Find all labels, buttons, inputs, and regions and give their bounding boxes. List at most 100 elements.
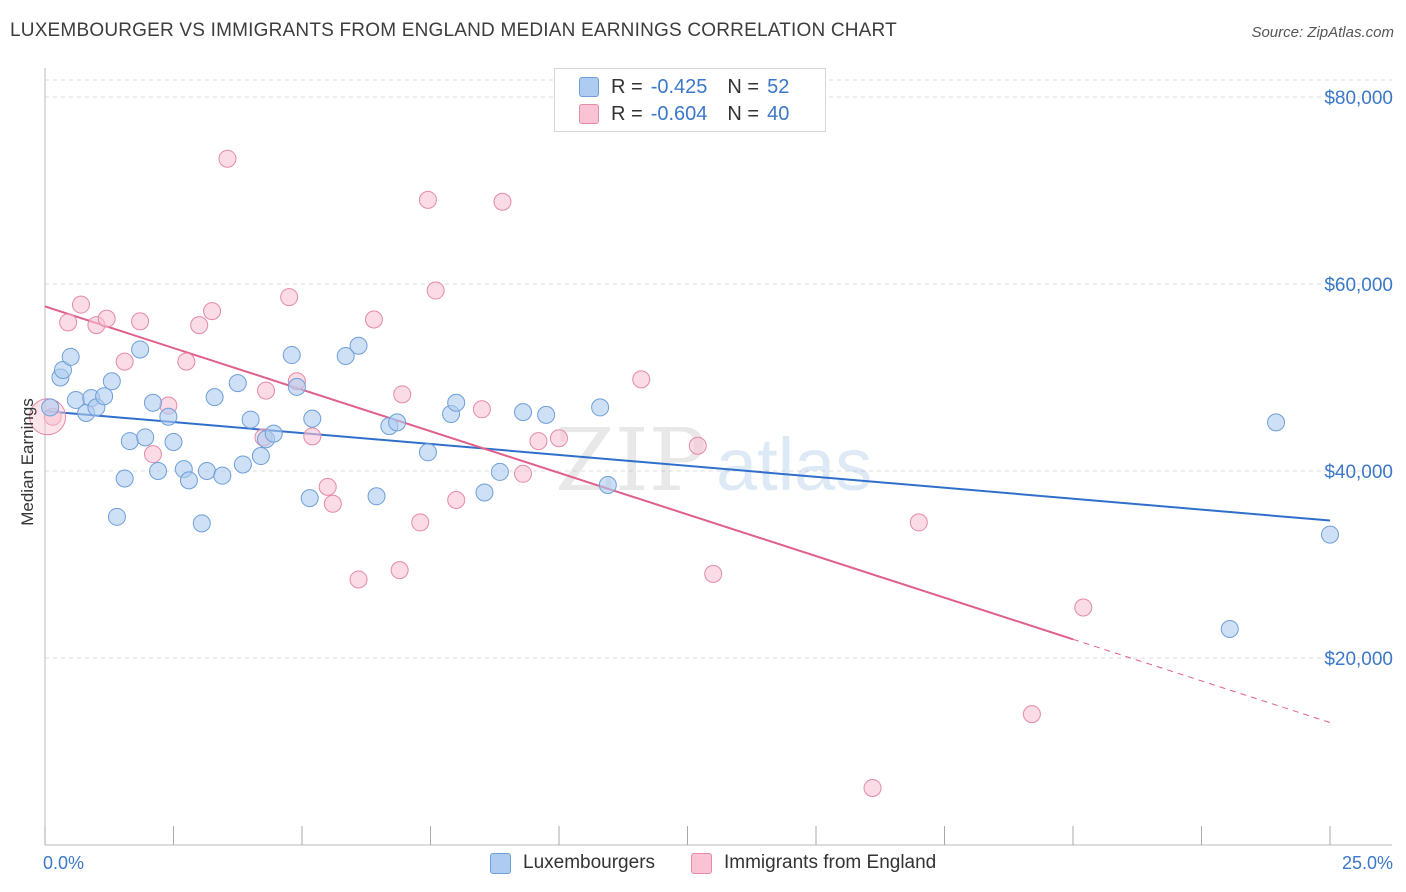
data-point-luxembourgers [233,455,252,474]
y-tick-label: $20,000 [1324,649,1393,670]
watermark-atlas: atlas [716,423,872,506]
data-point-luxembourgers [205,388,224,407]
data-point-england [393,385,412,404]
legend-r-value: -0.425 [650,75,708,98]
data-point-england [280,288,299,307]
data-point-luxembourgers [418,443,437,462]
correlation-legend: R = -0.425 N = 52 R = -0.604 N = 40 [554,68,826,132]
legend-swatch-pink [579,104,599,124]
data-point-england [303,427,322,446]
data-point-england [411,513,430,532]
legend-swatch-blue [579,77,599,97]
data-point-luxembourgers [251,447,270,466]
data-point-luxembourgers [349,336,368,355]
x-tick-label-end: 25.0% [1342,853,1393,873]
data-point-luxembourgers [1321,525,1339,544]
data-point-luxembourgers [264,424,283,443]
data-point-england [704,564,723,583]
data-point-england [71,295,90,314]
data-point-luxembourgers [447,393,466,412]
legend-item-england[interactable]: Immigrants from England [691,852,936,874]
data-point-luxembourgers [192,514,211,533]
data-point-luxembourgers [61,347,80,366]
data-point-luxembourgers [591,398,610,417]
data-point-luxembourgers [282,346,301,365]
legend-n-label: N = [727,102,760,125]
data-point-england [257,381,276,400]
data-point-england [909,513,928,532]
data-point-england [59,313,78,332]
data-point-england [447,490,466,509]
data-point-luxembourgers [300,489,319,508]
data-point-england [349,570,368,589]
data-point-luxembourgers [41,398,60,417]
data-point-england [688,436,707,455]
legend-row-luxembourgers: R = -0.425 N = 52 [579,74,789,100]
data-point-england [863,778,882,797]
data-point-luxembourgers [287,377,306,396]
data-point-england [1022,705,1041,724]
trend-line-england-extension [1072,638,1331,723]
data-point-england [514,464,533,483]
data-point-england [364,310,383,329]
legend-label-england: Immigrants from England [724,852,937,873]
legend-swatch-blue [490,852,511,874]
source-label: Source: ZipAtlas.com [1251,24,1394,41]
x-tick-label-start: 0.0% [43,853,84,873]
data-point-luxembourgers [149,462,168,480]
data-point-england [115,352,134,371]
axis-labels: $20,000 $40,000 $60,000 $80,000 0.0% 25.0% Med… [18,88,1393,873]
data-point-luxembourgers [120,432,139,451]
data-point-england [418,190,437,209]
data-point-luxembourgers [95,387,114,406]
data-point-england [632,370,651,389]
data-point-luxembourgers [367,487,386,506]
y-tick-label: $80,000 [1324,88,1393,109]
legend-item-luxembourgers[interactable]: Luxembourgers [490,852,655,874]
data-point-luxembourgers [303,409,322,428]
data-point-luxembourgers [1220,620,1239,639]
data-point-luxembourgers [143,393,162,412]
data-point-luxembourgers [197,462,216,480]
legend-n-label: N = [727,75,760,98]
legend-r-label: R = [611,102,643,125]
data-point-luxembourgers [102,372,121,391]
series-luxembourgers [41,336,1339,639]
trend-line-luxembourgers [44,410,1331,522]
data-point-luxembourgers [1267,413,1286,432]
data-point-luxembourgers [490,462,509,481]
data-point-england [143,445,162,464]
watermark: ZIP atlas [555,411,872,511]
data-point-luxembourgers [388,413,407,432]
data-point-luxembourgers [537,405,556,424]
data-point-england [529,432,548,451]
y-tick-label: $40,000 [1324,462,1393,483]
data-point-luxembourgers [336,346,355,365]
data-point-england [131,312,150,331]
legend-label-luxembourgers: Luxembourgers [523,852,656,873]
data-point-luxembourgers [598,476,617,495]
trend-lines [44,305,1331,723]
data-point-luxembourgers [131,340,150,359]
data-point-england [323,494,342,513]
y-tick-label: $60,000 [1324,275,1393,296]
data-point-luxembourgers [241,410,260,429]
data-point-england [218,149,237,168]
axes [44,68,1392,846]
y-axis-label: Median Earnings [18,398,37,526]
legend-n-value: 52 [767,75,790,98]
data-point-england [426,281,445,300]
legend-r-label: R = [611,75,643,98]
data-point-luxembourgers [475,483,494,502]
legend-r-value: -0.604 [650,102,708,125]
legend-row-england: R = -0.604 N = 40 [579,101,789,127]
data-point-england [318,477,337,496]
data-point-england [97,309,116,328]
data-point-luxembourgers [179,471,198,490]
data-point-luxembourgers [514,403,533,422]
data-point-england [1074,598,1093,617]
legend-swatch-pink [691,852,712,874]
data-point-luxembourgers [164,433,183,452]
data-point-england [190,316,209,335]
